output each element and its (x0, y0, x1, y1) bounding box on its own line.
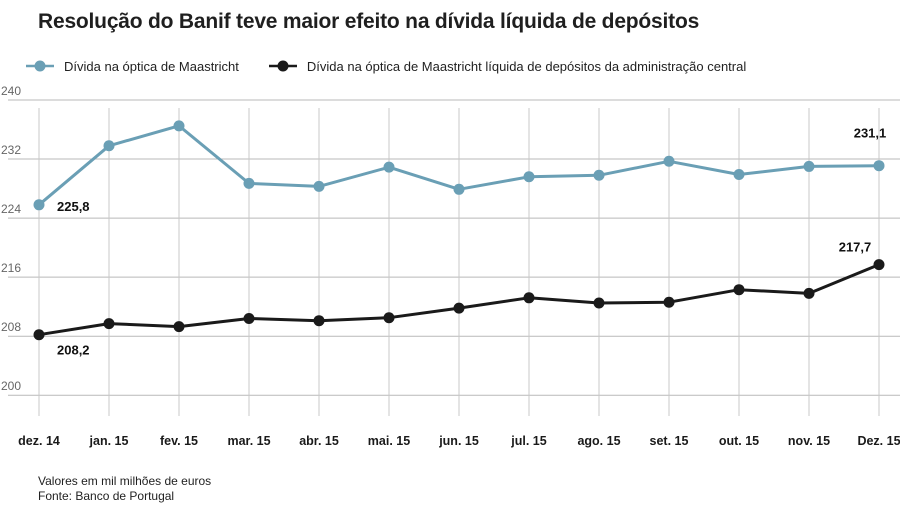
y-tick-label: 216 (1, 261, 21, 275)
data-point-0 (663, 155, 675, 167)
data-point-1 (243, 312, 255, 324)
data-point-1 (313, 315, 325, 327)
data-point-0 (243, 177, 255, 189)
data-point-1 (383, 312, 395, 324)
data-point-1 (873, 259, 885, 271)
data-point-0 (103, 140, 115, 152)
legend: Dívida na óptica de Maastricht Dívida na… (26, 55, 776, 77)
data-point-1 (173, 321, 185, 333)
legend-swatch-maastricht (26, 60, 54, 72)
legend-label-net-of-deposits: Dívida na óptica de Maastricht líquida d… (306, 58, 747, 74)
data-point-1 (453, 302, 465, 314)
legend-item-maastricht: Dívida na óptica de Maastricht (26, 59, 239, 74)
legend-item-net-of-deposits: Dívida na óptica de Maastricht líquida d… (268, 58, 747, 74)
data-point-1 (803, 287, 815, 299)
data-point-0 (173, 120, 185, 132)
y-tick-label: 224 (1, 202, 21, 216)
x-tick-label: nov. 15 (788, 434, 830, 448)
data-point-0 (453, 183, 465, 195)
data-point-0 (523, 171, 535, 183)
x-tick-label: out. 15 (719, 434, 759, 448)
data-label: 231,1 (854, 126, 887, 141)
x-tick-label: mai. 15 (368, 434, 410, 448)
units-note: Valores em mil milhões de euros (38, 474, 212, 488)
legend-swatch-net-of-deposits (268, 60, 297, 72)
data-point-1 (663, 296, 675, 308)
x-tick-label: dez. 14 (18, 434, 60, 448)
chart-title: Resolução do Banif teve maior efeito na … (38, 10, 700, 33)
data-point-1 (33, 329, 45, 341)
x-tick-label: Dez. 15 (857, 434, 900, 448)
x-tick-label: fev. 15 (160, 434, 198, 448)
source-note: Fonte: Banco de Portugal (38, 489, 175, 503)
footnotes: Valores em mil milhões de euros Fonte: B… (38, 474, 211, 504)
data-point-0 (593, 169, 605, 181)
data-label: 217,7 (839, 240, 872, 255)
x-tick-label: set. 15 (650, 434, 689, 448)
x-tick-label: jun. 15 (438, 434, 479, 448)
x-tick-label: jul. 15 (510, 434, 546, 448)
x-tick-label: mar. 15 (227, 434, 270, 448)
data-point-1 (523, 292, 535, 304)
x-tick-label: ago. 15 (577, 434, 620, 448)
y-tick-label: 232 (1, 143, 21, 157)
x-tick-label: jan. 15 (89, 434, 129, 448)
data-point-0 (33, 199, 45, 211)
data-label: 225,8 (57, 199, 90, 214)
data-point-0 (383, 161, 395, 173)
data-point-1 (733, 284, 745, 296)
data-point-0 (873, 160, 885, 172)
data-point-0 (733, 169, 745, 181)
data-point-1 (593, 297, 605, 309)
data-point-0 (803, 160, 815, 172)
y-tick-label: 240 (1, 84, 21, 98)
data-label: 208,2 (57, 343, 90, 358)
y-tick-label: 208 (1, 320, 21, 334)
x-tick-label: abr. 15 (299, 434, 339, 448)
data-point-0 (313, 180, 325, 192)
data-point-1 (103, 318, 115, 330)
legend-label-maastricht: Dívida na óptica de Maastricht (64, 58, 239, 74)
y-tick-label: 200 (1, 379, 21, 393)
